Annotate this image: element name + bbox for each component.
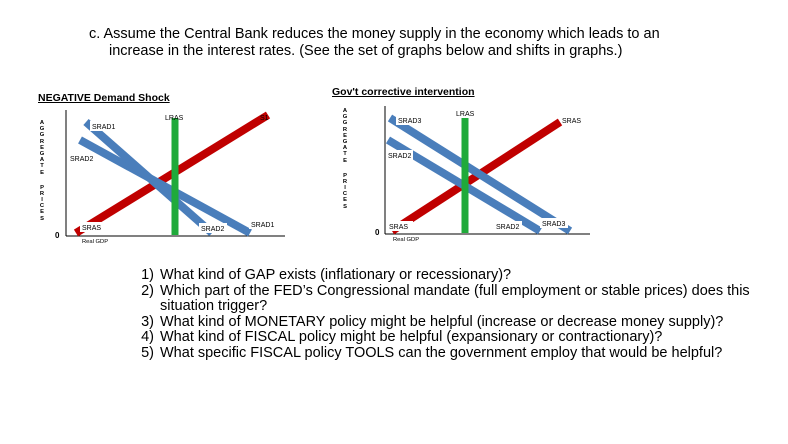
y-axis-letter: G [39, 132, 45, 139]
y-axis-letter: R [39, 190, 45, 197]
y-axis-letter: G [342, 114, 348, 121]
y-axis-letter: R [342, 126, 348, 133]
y-axis-letter: G [342, 138, 348, 145]
left-x-axis-label: Real GDP [82, 239, 109, 245]
y-axis-letter: I [41, 197, 43, 204]
y-axis-letter: G [39, 150, 45, 157]
left-s1-label: S1 [260, 115, 269, 122]
y-axis-letter: E [40, 169, 44, 176]
left-origin: 0 [55, 231, 60, 240]
y-axis-letter: E [343, 132, 347, 139]
y-axis-letter: R [342, 178, 348, 185]
y-axis-letter: E [343, 197, 347, 204]
left-srad2-bottom-label: SRAD2 [201, 226, 224, 233]
left-lras-label: LRAS [165, 115, 184, 122]
right-graph-title: Gov't corrective intervention [332, 86, 475, 98]
y-axis-letter: E [40, 209, 44, 216]
intro-line-1: c. Assume the Central Bank reduces the m… [89, 26, 660, 42]
y-axis-letter: A [39, 157, 45, 164]
right-sras-top-label: SRAS [562, 118, 581, 125]
question-item: 4) What kind of FISCAL policy might be he… [141, 329, 663, 345]
y-axis-letter: P [40, 184, 44, 191]
y-axis-letter: R [39, 138, 45, 145]
y-axis-letter: S [343, 203, 347, 210]
y-axis-letter: E [343, 157, 347, 164]
question-item: 2) Which part of the FED’s Congressional … [141, 282, 750, 314]
right-lras-label: LRAS [456, 111, 475, 118]
y-axis-letter: A [342, 108, 348, 114]
y-axis-letter: I [344, 185, 346, 192]
y-axis-letter: S [40, 215, 44, 222]
y-axis-letter: G [342, 120, 348, 127]
y-axis-letter: A [342, 145, 348, 152]
right-srad3-curve [387, 114, 573, 235]
y-axis-letter: G [39, 126, 45, 133]
right-srad2-label: SRAD2 [388, 153, 411, 160]
left-srad1-label: SRAD1 [92, 124, 115, 131]
y-axis-letter: C [342, 191, 348, 198]
y-axis-letter: A [39, 120, 45, 126]
left-sras-label: SRAS [82, 225, 101, 232]
y-axis-letter: E [40, 144, 44, 151]
right-origin: 0 [375, 228, 380, 237]
right-srad3-label: SRAD3 [398, 118, 421, 125]
right-sras-label: SRAS [389, 224, 408, 231]
y-axis-letter: P [343, 172, 347, 179]
y-axis-letter: T [40, 163, 44, 170]
y-axis-letter: C [39, 203, 45, 210]
question-item: 5) What specific FISCAL policy TOOLS can … [141, 344, 723, 361]
intro-line-2: increase in the interest rates. (See the… [109, 43, 623, 59]
y-axis-letter: T [343, 151, 347, 158]
question-item: 1) What kind of GAP exists (inflationary … [141, 267, 512, 283]
right-x-axis-label: Real GDP [393, 237, 420, 243]
left-srad1-curve [83, 118, 215, 237]
left-srad1-bottom-label: SRAD1 [251, 222, 274, 229]
left-srad2-label: SRAD2 [70, 156, 93, 163]
right-srad3-bottom-label: SRAD3 [542, 221, 565, 228]
left-graph-title: NEGATIVE Demand Shock [38, 92, 170, 104]
question-list: 1) What kind of GAP exists (inflationary … [130, 267, 770, 361]
right-srad2-bottom-label: SRAD2 [496, 224, 519, 231]
question-item: 3) What kind of MONETARY policy might be … [141, 313, 724, 330]
